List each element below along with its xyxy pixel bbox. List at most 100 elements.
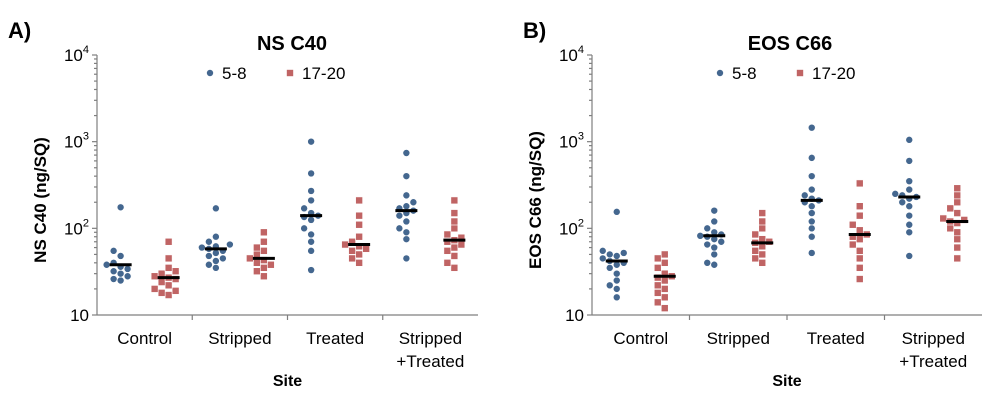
data-point <box>751 254 760 263</box>
data-point <box>402 172 411 180</box>
data-point <box>116 252 125 260</box>
data-point <box>905 228 914 237</box>
legend: 5-8 17-20 <box>206 64 345 83</box>
data-point <box>443 247 452 255</box>
data-point <box>710 217 719 226</box>
data-point <box>355 211 363 220</box>
y-tick-base: 10 <box>64 46 83 65</box>
data-point <box>450 209 459 217</box>
data-point <box>157 269 166 278</box>
data-point <box>905 177 914 185</box>
data-point <box>123 265 132 273</box>
data-point <box>660 304 669 312</box>
data-point <box>355 242 363 251</box>
data-point <box>653 298 662 307</box>
data-point <box>171 287 180 295</box>
data-point <box>341 240 349 249</box>
data-point <box>348 247 356 255</box>
y-tick-exponent: 4 <box>578 44 584 56</box>
data-point <box>116 269 125 278</box>
data-point <box>710 260 719 269</box>
data-point <box>807 232 816 241</box>
data-point <box>953 235 962 243</box>
legend: 5-8 17-20 <box>716 64 855 83</box>
y-tick-label: 103 <box>64 131 89 152</box>
data-point <box>855 275 864 283</box>
y-tick-base: 10 <box>64 219 83 238</box>
data-point <box>612 208 621 216</box>
data-point <box>205 260 213 269</box>
data-point <box>307 237 315 246</box>
data-point <box>402 235 411 243</box>
data-point <box>307 247 315 255</box>
chart-title: EOS C66 <box>748 33 832 55</box>
data-point <box>307 137 315 146</box>
data-point <box>703 224 712 233</box>
data-point <box>807 224 816 233</box>
data-point <box>598 254 607 263</box>
data-point <box>710 243 719 252</box>
data-point <box>307 187 315 195</box>
data-point <box>855 264 864 272</box>
y-tick-label: 103 <box>559 131 584 152</box>
data-point <box>450 217 459 226</box>
data-point <box>807 209 816 217</box>
data-point <box>605 250 614 259</box>
data-point <box>109 247 118 255</box>
data-point <box>758 224 767 233</box>
data-point <box>653 264 662 272</box>
y-tick-base: 10 <box>70 306 89 325</box>
data-point <box>246 254 254 263</box>
data-point <box>395 224 404 233</box>
chart-title: NS C40 <box>257 33 327 55</box>
data-point <box>605 264 614 272</box>
data-point <box>253 259 261 267</box>
y-tick-label: 104 <box>64 44 89 65</box>
data-point <box>267 260 275 269</box>
data-point <box>905 157 914 165</box>
y-tick-base: 10 <box>64 133 83 152</box>
data-point <box>751 230 760 239</box>
data-point <box>212 249 220 257</box>
x-axis-label: Site <box>273 373 302 388</box>
x-tick-label: Control <box>613 329 668 348</box>
data-point <box>855 247 864 255</box>
data-point <box>807 154 816 162</box>
data-point <box>260 237 268 246</box>
data-point <box>758 259 767 267</box>
y-tick-label: 102 <box>559 217 584 238</box>
data-point <box>212 257 220 265</box>
data-point <box>402 202 411 211</box>
series-17-20 <box>150 196 466 299</box>
data-point <box>164 291 173 299</box>
data-point <box>164 237 173 246</box>
data-point <box>953 243 962 252</box>
data-point <box>260 228 268 237</box>
x-tick-label: Stripped <box>707 329 770 348</box>
data-point <box>855 179 864 188</box>
data-point <box>653 281 662 290</box>
data-point <box>855 226 864 235</box>
data-point <box>102 260 111 269</box>
data-point <box>898 198 907 207</box>
data-point <box>660 250 669 259</box>
data-point <box>855 235 864 243</box>
data-point <box>253 243 261 252</box>
y-axis-label: EOS C66 (ng/SQ) <box>526 131 545 269</box>
data-point <box>660 259 669 267</box>
data-point <box>953 184 962 193</box>
y-axis-label: NS C40 (ng/SQ) <box>31 137 50 263</box>
data-point <box>260 256 268 264</box>
data-point <box>355 220 363 229</box>
data-point <box>212 232 220 241</box>
data-point <box>355 250 363 259</box>
data-point <box>848 220 857 229</box>
data-point <box>710 206 719 215</box>
data-point <box>307 230 315 239</box>
data-point <box>226 240 234 249</box>
panel-label: B) <box>523 18 546 43</box>
data-point <box>703 240 712 249</box>
